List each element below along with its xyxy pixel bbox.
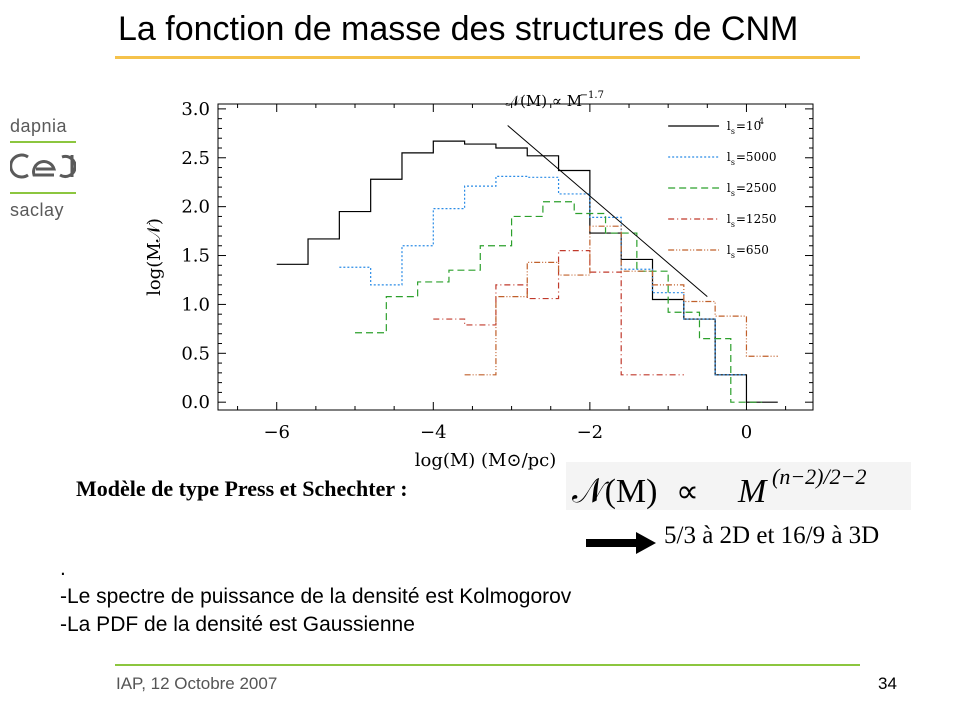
bullet-item: -Le spectre de puissance de la densité e… bbox=[60, 585, 572, 608]
y-axis-label: log(M𝒩) bbox=[144, 218, 165, 296]
formula-box: 𝒩(M) ∝ M (n−2)/2−2 bbox=[566, 462, 911, 510]
y-tick-label: 1.0 bbox=[181, 294, 210, 315]
y-tick-label: 2.0 bbox=[181, 197, 210, 218]
legend-entry-1: l s =5000 bbox=[727, 150, 777, 167]
legend-label-sub-4: s bbox=[731, 251, 735, 260]
legend-label-value-3: =1250 bbox=[736, 212, 777, 226]
legend-label-sup-0: 4 bbox=[759, 117, 764, 126]
formula-lhs: 𝒩(M) bbox=[572, 473, 657, 510]
bullet-item: -La PDF de la densité est Gaussienne bbox=[60, 613, 415, 636]
y-tick-label: 0.5 bbox=[181, 343, 210, 364]
cea-logo-icon bbox=[9, 153, 77, 179]
logo-divider bbox=[10, 141, 76, 143]
footer-venue-date: IAP, 12 Octobre 2007 bbox=[116, 674, 278, 693]
exponent-values: 5/3 à 2D et 16/9 à 3D bbox=[664, 522, 880, 549]
x-tick-label: −6 bbox=[263, 422, 290, 443]
y-tick-label: 1.5 bbox=[181, 246, 210, 267]
legend-label-3: l bbox=[727, 212, 731, 226]
mass-function-chart: −6 −4 −2 0 0.0 0.5 1.0 1.5 2.0 2.5 3.0 log(M) (M⊙/p… bbox=[144, 90, 814, 471]
formula-exponent: (n−2)/2−2 bbox=[772, 464, 866, 489]
formula-base: M bbox=[737, 473, 768, 510]
dapnia-cea-saclay-logo: dapnia saclay bbox=[9, 116, 80, 221]
y-tick-label: 2.5 bbox=[181, 148, 210, 169]
powerlaw-annotation: 𝒩(M) ∝ M bbox=[506, 92, 582, 110]
legend-label-1: l bbox=[727, 150, 731, 164]
formula-relation: ∝ bbox=[676, 473, 699, 509]
legend-label-4: l bbox=[727, 243, 731, 257]
model-text: Modèle de type Press et Schechter : bbox=[76, 476, 408, 501]
series-line-2 bbox=[355, 201, 763, 403]
x-tick-label: −4 bbox=[420, 422, 447, 443]
legend-label-value-1: =5000 bbox=[736, 150, 777, 164]
logo-saclay-text: saclay bbox=[10, 200, 65, 220]
x-tick-label: 0 bbox=[741, 422, 752, 443]
series-line-0 bbox=[276, 140, 778, 403]
title-divider bbox=[115, 56, 860, 59]
legend-label-sub-0: s bbox=[731, 127, 735, 136]
bullet-item: . bbox=[60, 557, 66, 580]
series-line-4 bbox=[464, 225, 778, 376]
x-axis-label: log(M) (M⊙/pc) bbox=[415, 450, 557, 471]
legend-entry-4: l s =650 bbox=[727, 243, 769, 260]
logo-dapnia-text: dapnia bbox=[10, 116, 68, 136]
legend-label-value-4: =650 bbox=[736, 243, 769, 257]
logo-divider-2 bbox=[10, 192, 76, 194]
y-tick-label: 3.0 bbox=[181, 99, 210, 120]
slide-number: 34 bbox=[878, 674, 897, 693]
legend-label-2: l bbox=[727, 181, 731, 195]
x-tick-label: −2 bbox=[577, 422, 604, 443]
legend-label-sub-1: s bbox=[731, 158, 735, 167]
slide-title: La fonction de masse des structures de C… bbox=[118, 10, 799, 48]
series-line-3 bbox=[433, 250, 684, 376]
powerlaw-line bbox=[507, 125, 708, 297]
legend-entry-0: l s =104 bbox=[727, 117, 764, 136]
y-tick-label: 0.0 bbox=[181, 392, 210, 413]
bullet-list: . -Le spectre de puissance de la densité… bbox=[60, 555, 571, 639]
series-line-1 bbox=[339, 175, 747, 376]
legend-label-0: l bbox=[727, 119, 731, 133]
legend-entry-2: l s =2500 bbox=[727, 181, 777, 198]
powerlaw-annotation-exponent: −1.7 bbox=[580, 90, 604, 101]
legend-label-sub-2: s bbox=[731, 189, 735, 198]
footer-divider bbox=[115, 664, 860, 666]
press-schechter-formula: 𝒩(M) ∝ M (n−2)/2−2 bbox=[572, 464, 866, 510]
legend-label-value-2: =2500 bbox=[736, 181, 777, 195]
plot-frame bbox=[217, 103, 814, 411]
legend-label-value-0: =10 bbox=[736, 119, 761, 133]
legend-entry-3: l s =1250 bbox=[727, 212, 777, 229]
right-arrow-icon bbox=[586, 532, 656, 554]
legend-label-sub-3: s bbox=[731, 220, 735, 229]
